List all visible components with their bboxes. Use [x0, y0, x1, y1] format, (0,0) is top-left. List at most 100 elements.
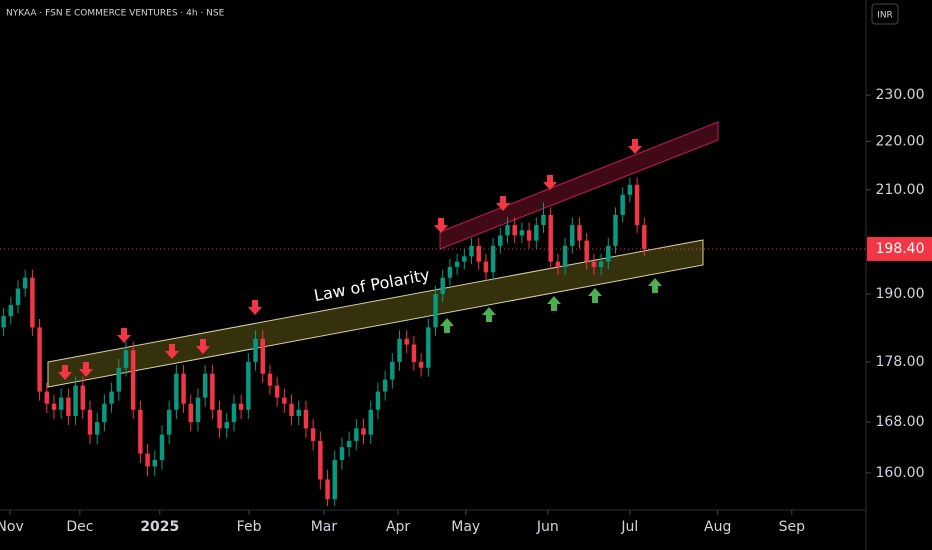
candle-body	[267, 373, 273, 386]
candle-body	[519, 230, 525, 236]
candle-body	[606, 245, 611, 262]
y-tick-label: 160.00	[876, 465, 925, 481]
candle-body	[138, 409, 143, 454]
candle-body	[130, 350, 136, 410]
y-tick-label: 230.00	[876, 87, 925, 103]
candle-body	[346, 440, 352, 448]
candle-body	[505, 225, 510, 236]
candle-body	[620, 194, 625, 215]
candle-body	[462, 256, 467, 262]
candle-body	[584, 240, 589, 262]
candle-body	[145, 453, 150, 467]
candle-body	[476, 245, 481, 262]
candle-body	[303, 409, 309, 429]
polarity-band	[47, 239, 704, 388]
candle-body	[51, 403, 57, 410]
candle-body	[318, 440, 323, 480]
candle-body	[577, 225, 582, 241]
candle-body	[195, 397, 201, 423]
candle-body	[570, 225, 575, 246]
last-price-label: 198.40	[876, 241, 925, 257]
candle-body	[591, 261, 597, 267]
candle-body	[332, 459, 337, 500]
resistance-channel	[439, 121, 719, 250]
candle-body	[159, 434, 165, 460]
candle-body	[238, 403, 244, 410]
candle-body	[181, 373, 186, 404]
candle-body	[253, 338, 258, 362]
candle-body	[368, 409, 373, 435]
candle-body	[282, 397, 287, 404]
candle-body	[325, 479, 330, 500]
candle-body	[534, 225, 539, 241]
candle-body	[87, 409, 93, 435]
candle-body	[498, 235, 503, 246]
candle-body	[541, 214, 546, 226]
candle-body	[548, 214, 553, 262]
candle-body	[44, 391, 50, 404]
candle-body	[1, 316, 6, 328]
candle-body	[202, 373, 208, 398]
candle-body	[231, 403, 237, 423]
candle-body	[174, 373, 179, 410]
candle-body	[634, 184, 640, 226]
candle-body	[289, 403, 294, 416]
candle-body	[426, 327, 431, 368]
candle-body	[310, 428, 316, 441]
last-price-box	[867, 236, 932, 261]
candle-body	[382, 379, 388, 392]
candle-body	[274, 385, 280, 398]
candle-body	[152, 459, 158, 467]
y-tick-label: 178.00	[876, 354, 925, 370]
candle-body	[469, 245, 474, 257]
candle-body	[296, 409, 301, 416]
x-tick-label: Apr	[386, 519, 410, 535]
candle-body	[440, 277, 445, 295]
candle-body	[613, 214, 618, 246]
candle-body	[339, 447, 345, 460]
candle-body	[30, 277, 35, 328]
candle-body	[512, 225, 517, 236]
candle-body	[123, 350, 129, 368]
candle-body	[188, 403, 193, 423]
y-tick-label: 210.00	[876, 182, 925, 198]
x-tick-label: Feb	[237, 519, 262, 535]
candle-body	[375, 391, 381, 410]
candle-body	[555, 261, 561, 267]
x-tick-label: 2025	[140, 519, 179, 535]
candle-body	[73, 385, 78, 416]
currency: INR	[877, 11, 893, 21]
candle-body	[116, 367, 122, 392]
candles	[1, 177, 647, 506]
candle-body	[210, 373, 215, 410]
candle-body	[66, 397, 71, 416]
candle-body	[390, 361, 395, 380]
candle-body	[8, 305, 14, 317]
currency-box	[871, 3, 899, 25]
y-tick-label: 220.00	[876, 133, 925, 149]
candle-body	[58, 397, 64, 410]
candle-body	[217, 409, 222, 429]
chart-title: NYKAA · FSN E COMMERCE VENTURES · 4h · N…	[6, 9, 225, 19]
candle-body	[15, 288, 21, 306]
candle-body	[397, 338, 402, 362]
x-tick-label: Nov	[0, 519, 24, 535]
candle-body	[102, 403, 107, 423]
candle-body	[598, 261, 604, 267]
candle-body	[22, 277, 28, 289]
candle-body	[224, 422, 229, 429]
x-tick-label: Dec	[66, 519, 93, 535]
candle-body	[354, 428, 359, 441]
candle-body	[627, 184, 633, 195]
candle-body	[361, 428, 366, 435]
y-tick-label: 168.00	[876, 414, 925, 430]
x-tick-label: Jun	[536, 519, 559, 535]
y-tick-label: 190.00	[876, 286, 925, 302]
x-tick-label: Jul	[620, 519, 638, 535]
candle-body	[642, 225, 647, 249]
candle-body	[433, 294, 438, 328]
x-tick-label: Mar	[311, 519, 338, 535]
